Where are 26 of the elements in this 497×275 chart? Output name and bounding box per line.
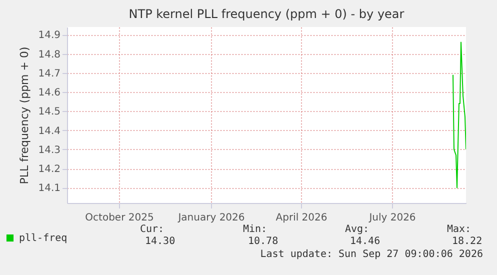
y-tick-label: 14.7 [38, 68, 60, 80]
x-tick-label: January 2026 [177, 212, 245, 224]
y-tick-label: 14.3 [38, 144, 60, 156]
text: 14.30 [145, 236, 176, 248]
line-series [452, 42, 466, 188]
text: 14.46 [350, 236, 380, 248]
text: Last update: Sun Sep 27 09:00:06 2026 [260, 249, 483, 261]
y-axis-title: PLL frequency (ppm + 0) [18, 46, 32, 184]
y-tick-label: 14.5 [38, 106, 60, 118]
chart-title: NTP kernel PLL frequency (ppm + 0) - by year [128, 7, 404, 21]
text: Cur: [140, 224, 164, 236]
legend-label: pll-freq [19, 233, 68, 244]
x-tick-label: October 2025 [85, 212, 154, 224]
text: Max: [447, 224, 472, 236]
y-tick-label: 14.1 [38, 183, 60, 194]
text: 18.22 [452, 236, 482, 248]
y-tick-label: 14.2 [38, 164, 60, 176]
text: Min: [243, 224, 268, 236]
x-tick-label: April 2026 [276, 212, 328, 224]
y-tick-label: 14.9 [38, 30, 60, 42]
text: Avg: [345, 224, 370, 236]
y-tick-label: 14.4 [38, 126, 60, 137]
y-tick-label: 14.8 [38, 49, 60, 60]
y-tick-label: 14.6 [38, 88, 60, 99]
text: 10.78 [248, 236, 278, 248]
x-tick-label: July 2026 [368, 212, 416, 224]
